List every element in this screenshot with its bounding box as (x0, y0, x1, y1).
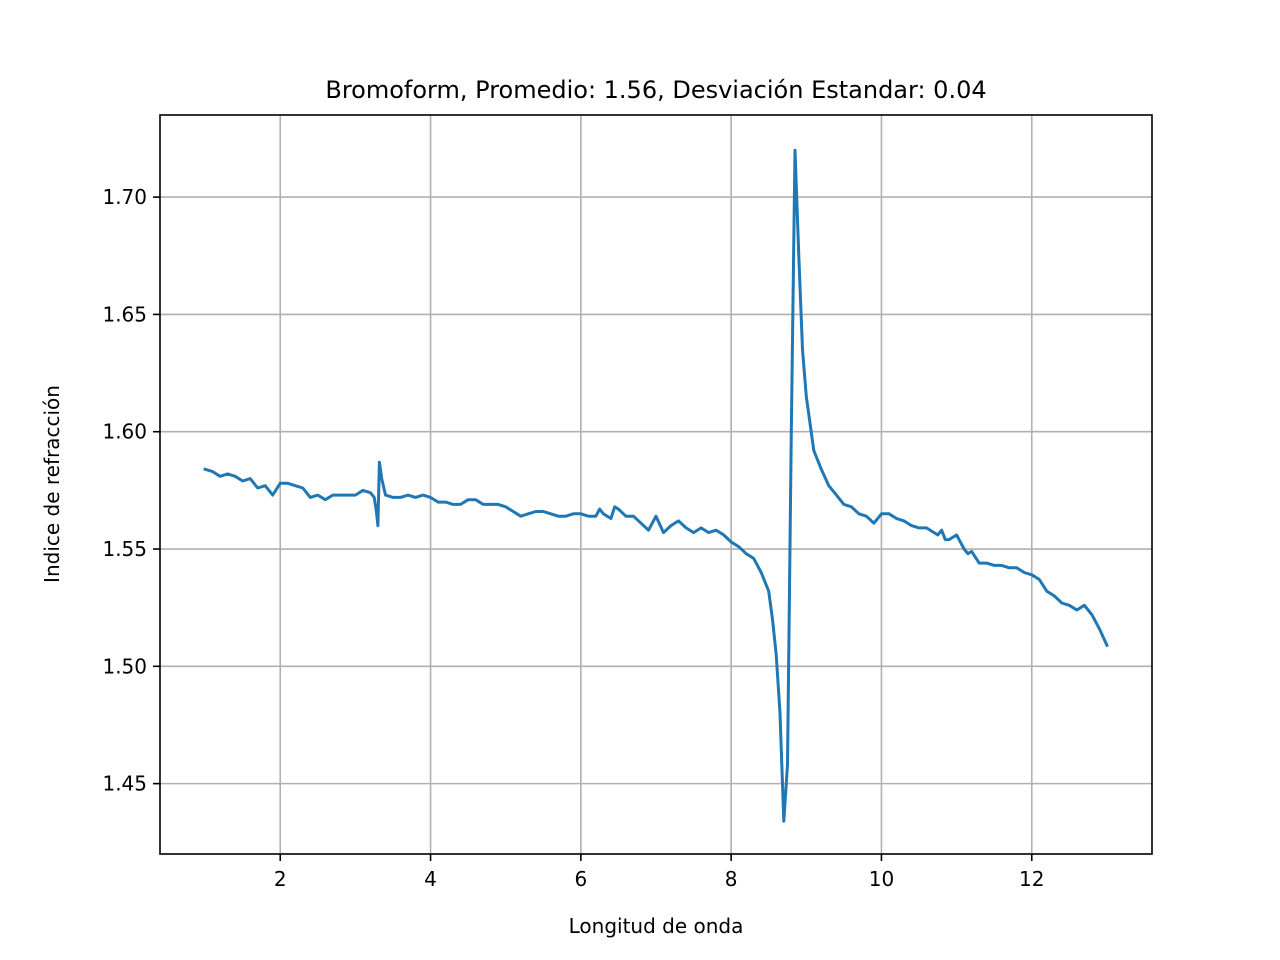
x-tick-label: 12 (1019, 867, 1044, 891)
series-line (203, 148, 1109, 823)
chart-title: Bromoform, Promedio: 1.56, Desviación Es… (325, 76, 986, 104)
x-axis-label: Longitud de onda (569, 914, 744, 938)
y-tick-label: 1.55 (102, 537, 147, 561)
y-tick-label: 1.45 (102, 772, 147, 796)
grid-lines (160, 115, 1152, 854)
y-tick-label: 1.65 (102, 302, 147, 326)
ticks: 2 4 6 8 10 12 1.45 1.50 1.55 1.60 1.65 1.70 (102, 185, 1044, 891)
plot-frame (159, 114, 1153, 855)
y-tick-label: 1.60 (102, 420, 147, 444)
x-tick-label: 2 (274, 867, 287, 891)
y-axis-label: Indice de refracción (40, 385, 64, 583)
y-tick-label: 1.70 (102, 185, 147, 209)
x-tick-label: 8 (725, 867, 738, 891)
y-tick-label: 1.50 (102, 654, 147, 678)
x-tick-label: 4 (424, 867, 437, 891)
series-layer (203, 148, 1109, 823)
x-tick-label: 6 (574, 867, 587, 891)
x-tick-label: 10 (869, 867, 894, 891)
